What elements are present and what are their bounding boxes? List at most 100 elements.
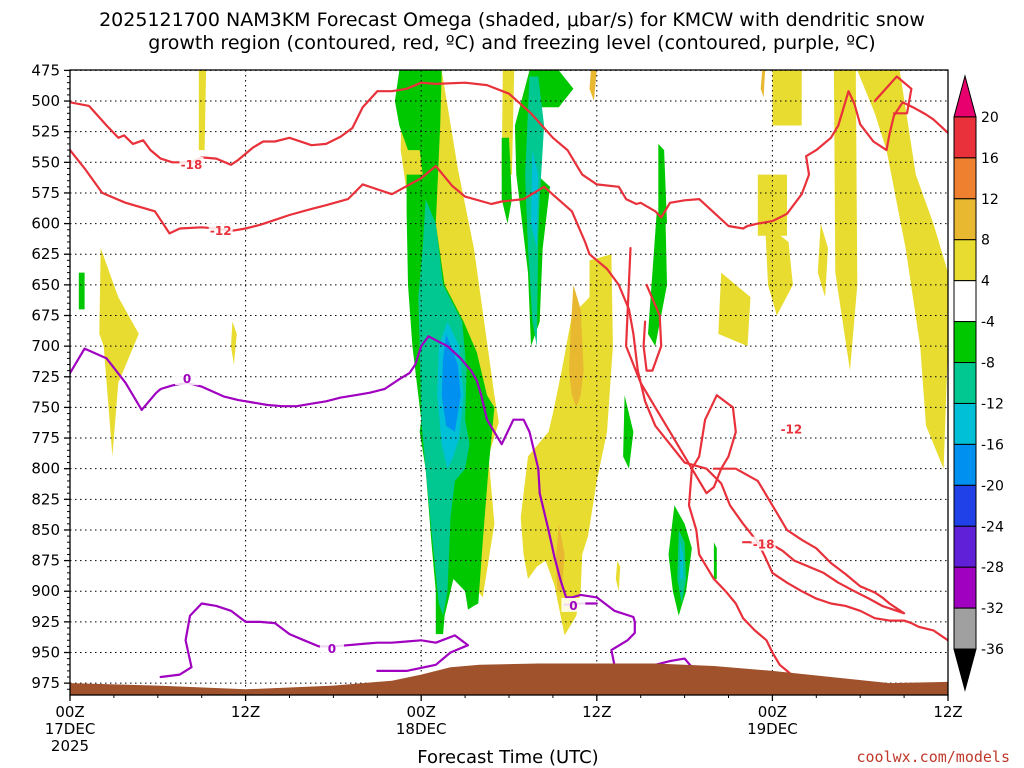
omega-shade-4-8	[857, 70, 948, 469]
y-tick-label-775: 775	[31, 429, 60, 447]
x-tick-label-0-1: 00Z	[55, 703, 84, 721]
colorbar-cell-6	[953, 321, 977, 364]
dgz-label-bg-3	[751, 536, 776, 551]
omega-shade-4-13	[615, 560, 621, 592]
omega-shade-4-4	[520, 254, 613, 636]
y-tick-label-500: 500	[31, 92, 60, 110]
colorbar-label--36: -36	[981, 642, 1004, 658]
y-tick-label-850: 850	[31, 521, 60, 539]
credit-text: coolwx.com/models	[856, 748, 1010, 766]
colorbar-label--12: -12	[981, 396, 1004, 412]
colorbar-cell-9	[953, 443, 977, 486]
dgz-contour-label-2: -12	[781, 422, 803, 436]
dgz-contour-2	[624, 247, 818, 691]
plot-area: -18 -12 -12 -18 0 0 0	[70, 70, 948, 695]
omega-shade-4-11	[817, 223, 828, 298]
freezing-contour-label-0: 0	[183, 372, 191, 386]
y-tick-label-800: 800	[31, 460, 60, 478]
plot-content: -18 -12 -12 -18 0 0 0	[70, 70, 948, 695]
freezing-contour-label-2: 0	[569, 599, 577, 613]
dgz-label-bg-2	[779, 421, 804, 436]
y-tick-label-750: 750	[31, 398, 60, 416]
colorbar-cell-13	[953, 607, 977, 650]
dgz-label-bg-1	[208, 222, 233, 237]
y-tick-label-875: 875	[31, 552, 60, 570]
colorbar-label--4: -4	[981, 315, 995, 331]
y-tick-label-600: 600	[31, 215, 60, 233]
omega-shade-4-10	[833, 70, 858, 371]
colorbar-cell-7	[953, 362, 977, 404]
y-tick-label-975: 975	[31, 674, 60, 692]
omega-shade-4-1	[99, 248, 139, 457]
colorbar-label-12: 12	[981, 192, 999, 208]
x-tick-label-60-1: 12Z	[933, 703, 962, 721]
freezing-contour-label-1: 0	[328, 642, 336, 656]
y-tick-label-650: 650	[31, 276, 60, 294]
y-tick-label-950: 950	[31, 644, 60, 662]
colorbar-cell-top-arrow	[953, 74, 977, 118]
dgz-contour-1	[70, 149, 948, 642]
x-tick-label-48-1: 00Z	[758, 703, 787, 721]
colorbar-cell-8	[953, 402, 977, 445]
dgz-contour-label-0: -18	[181, 158, 203, 172]
y-tick-label-700: 700	[31, 337, 60, 355]
colorbar-label-4: 4	[981, 274, 990, 290]
omega-shade-4-0	[198, 70, 207, 151]
colorbar-label-20: 20	[981, 110, 999, 126]
y-tick-label-525: 525	[31, 123, 60, 141]
y-tick-label-575: 575	[31, 184, 60, 202]
y-tick-label-825: 825	[31, 490, 60, 508]
dgz-contour-4	[642, 283, 663, 372]
colorbar-cell-10	[953, 484, 977, 527]
x-tick-label-0-3: 2025	[51, 737, 89, 755]
colorbar-cell-bottom-arrow	[953, 648, 977, 692]
chart-title-line1: 2025121700 NAM3KM Forecast Omega (shaded…	[99, 9, 925, 31]
colorbar-cell-11	[953, 525, 977, 568]
dgz-label-bg-0	[179, 156, 204, 171]
colorbar-label-8: 8	[981, 233, 990, 249]
x-tick-label-0-2: 17DEC	[45, 720, 96, 738]
colorbar-label--8: -8	[981, 356, 995, 372]
y-tick-label-475: 475	[31, 61, 60, 79]
colorbar-cell-1	[953, 116, 977, 159]
omega-shade-4-7	[765, 223, 793, 316]
dgz-contour-3	[712, 467, 906, 615]
freezing-contour-0	[70, 335, 636, 673]
x-tick-label-12-1: 12Z	[231, 703, 260, 721]
chart-title-line2: growth region (contoured, red, ºC) and f…	[148, 32, 875, 54]
omega-shade-8-2	[760, 70, 766, 98]
omega-shade-4-9	[772, 70, 802, 126]
colorbar-cell-3	[953, 198, 977, 241]
colorbar-label--20: -20	[981, 478, 1004, 494]
x-tick-label-24-1: 00Z	[407, 703, 436, 721]
colorbar-cell-2	[953, 157, 977, 200]
colorbar-label--24: -24	[981, 519, 1004, 535]
dgz-contour-label-1: -12	[210, 224, 232, 238]
colorbar-cell-4	[953, 239, 977, 282]
terrain	[70, 663, 948, 695]
freezing-label-bg-0	[175, 371, 200, 386]
x-axis-label: Forecast Time (UTC)	[417, 747, 598, 768]
omega-shade-4-6	[718, 272, 751, 347]
omega-shade--4-1	[514, 70, 574, 347]
x-tick-label-36-1: 12Z	[582, 703, 611, 721]
dgz-contour-0	[70, 81, 948, 230]
dgz-contour-5	[873, 75, 913, 115]
dgz-contour-label-3: -18	[753, 538, 775, 552]
colorbar-cell-5	[953, 280, 977, 323]
omega-shade--4-4	[658, 143, 667, 224]
omega-shade--12-2	[680, 542, 684, 579]
freezing-label-bg-1	[319, 640, 344, 655]
colorbar-cell-12	[953, 566, 977, 609]
colorbar-label--32: -32	[981, 601, 1004, 617]
omega-shade-8-3	[589, 70, 597, 101]
y-tick-label-675: 675	[31, 306, 60, 324]
omega-shade--4-5	[623, 395, 634, 469]
y-tick-label-625: 625	[31, 245, 60, 263]
colorbar-label--28: -28	[981, 560, 1004, 576]
y-tick-label-925: 925	[31, 613, 60, 631]
y-tick-label-550: 550	[31, 153, 60, 171]
x-tick-label-48-2: 19DEC	[747, 720, 798, 738]
colorbar-label--16: -16	[981, 437, 1004, 453]
